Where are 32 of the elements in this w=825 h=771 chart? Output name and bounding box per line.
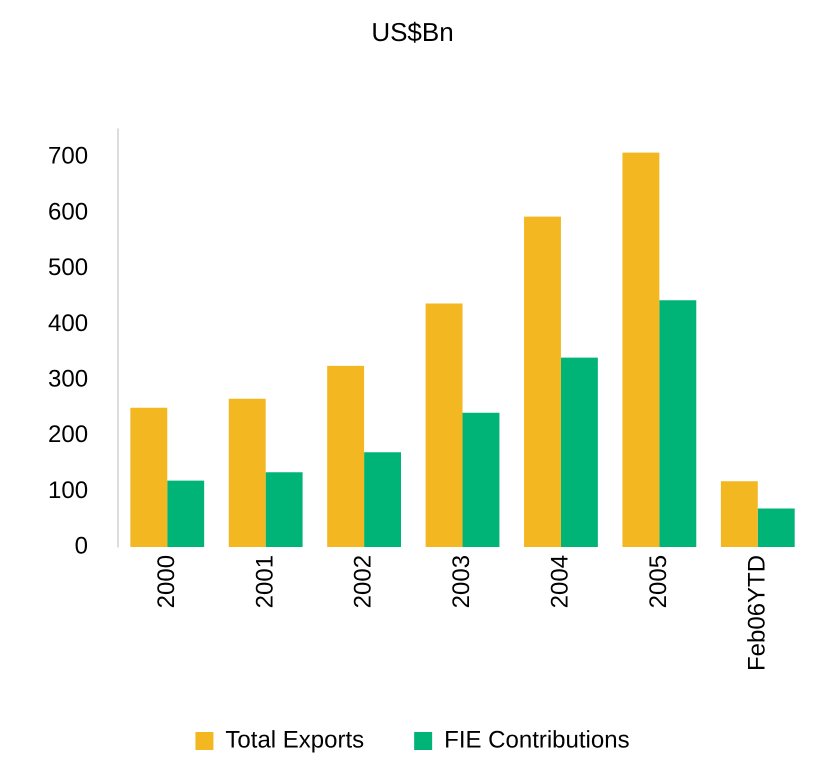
bar (524, 216, 561, 547)
bar (560, 358, 598, 547)
y-tick-label: 400 (48, 310, 88, 337)
y-tick-label: 100 (48, 476, 88, 504)
bar (462, 412, 500, 547)
y-tick-label: 600 (48, 198, 88, 226)
bar (364, 452, 402, 547)
y-tick-label: 500 (48, 254, 88, 282)
bar (327, 366, 364, 547)
bar (228, 398, 266, 547)
x-tick-label: 2000 (152, 554, 180, 608)
x-tick-label: 2005 (644, 554, 672, 608)
bar (167, 480, 204, 547)
legend-label: FIE Contributions (444, 726, 630, 754)
bar (659, 300, 696, 547)
chart-title: US$Bn (371, 16, 454, 47)
bar (758, 508, 795, 547)
bar (622, 152, 660, 547)
y-tick-label: 300 (48, 365, 88, 392)
x-tick-label: Feb06YTD (743, 554, 770, 672)
x-tick-label: 2004 (546, 554, 574, 608)
bar (426, 304, 463, 547)
x-tick-label: 2003 (448, 554, 476, 608)
x-tick-label: 2002 (350, 554, 377, 608)
x-tick-label: 2001 (251, 554, 278, 608)
y-tick-label: 200 (48, 421, 88, 448)
bar (130, 408, 168, 547)
bar (720, 481, 758, 547)
y-tick-label: 700 (48, 142, 88, 170)
y-tick-label: 0 (74, 532, 88, 560)
legend-label: Total Exports (225, 726, 364, 754)
bar (266, 472, 303, 547)
